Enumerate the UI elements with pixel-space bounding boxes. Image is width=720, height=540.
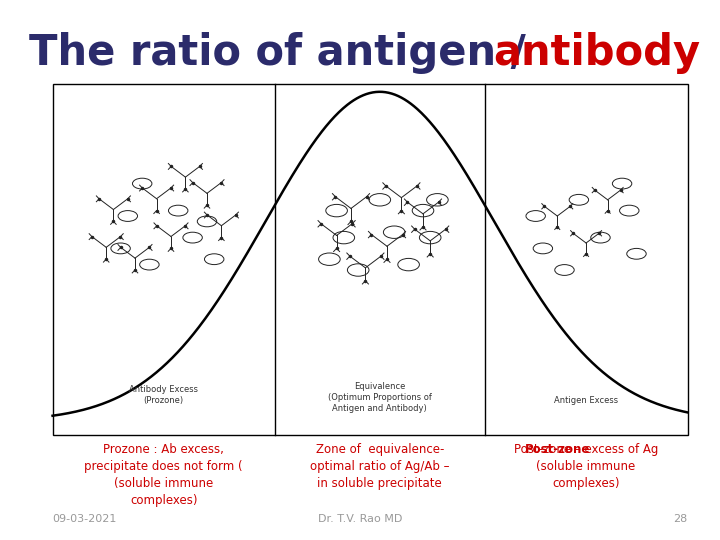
Ellipse shape [612, 178, 632, 189]
Text: 09-03-2021: 09-03-2021 [53, 514, 117, 524]
Ellipse shape [168, 205, 188, 216]
Text: Post-zone – excess of Ag
(soluble immune
complexes): Post-zone – excess of Ag (soluble immune… [514, 443, 658, 490]
Ellipse shape [398, 259, 420, 271]
Ellipse shape [627, 248, 647, 259]
Text: 28: 28 [673, 514, 688, 524]
Text: The ratio of antigen /: The ratio of antigen / [29, 32, 540, 75]
Text: Zone of  equivalence-
optimal ratio of Ag/Ab –
in soluble precipitate: Zone of equivalence- optimal ratio of Ag… [310, 443, 449, 490]
Ellipse shape [140, 259, 159, 270]
Ellipse shape [132, 178, 152, 189]
Ellipse shape [426, 194, 448, 206]
Ellipse shape [118, 211, 138, 221]
Ellipse shape [197, 216, 217, 227]
Ellipse shape [319, 253, 341, 265]
Ellipse shape [413, 204, 434, 217]
Ellipse shape [569, 194, 589, 205]
Text: Antigen Excess: Antigen Excess [554, 396, 618, 405]
Text: Equivalence
(Optimum Proportions of
Antigen and Antibody): Equivalence (Optimum Proportions of Anti… [328, 382, 432, 413]
Ellipse shape [533, 243, 553, 254]
Ellipse shape [554, 265, 575, 275]
Ellipse shape [204, 254, 224, 265]
Text: Antibody Excess
(Prozone): Antibody Excess (Prozone) [130, 385, 198, 405]
Ellipse shape [183, 232, 202, 243]
Text: Prozone : Ab excess,
precipitate does not form (
(soluble immune
complexes): Prozone : Ab excess, precipitate does no… [84, 443, 243, 507]
Ellipse shape [420, 231, 441, 244]
Ellipse shape [590, 232, 611, 243]
Ellipse shape [333, 231, 355, 244]
Text: Post-zone: Post-zone [525, 443, 590, 456]
Ellipse shape [619, 205, 639, 216]
Text: antibody: antibody [493, 32, 701, 75]
Ellipse shape [526, 211, 546, 221]
Ellipse shape [111, 243, 130, 254]
Text: Dr. T.V. Rao MD: Dr. T.V. Rao MD [318, 514, 402, 524]
Ellipse shape [384, 226, 405, 238]
Ellipse shape [326, 204, 348, 217]
Ellipse shape [348, 264, 369, 276]
Ellipse shape [369, 194, 391, 206]
